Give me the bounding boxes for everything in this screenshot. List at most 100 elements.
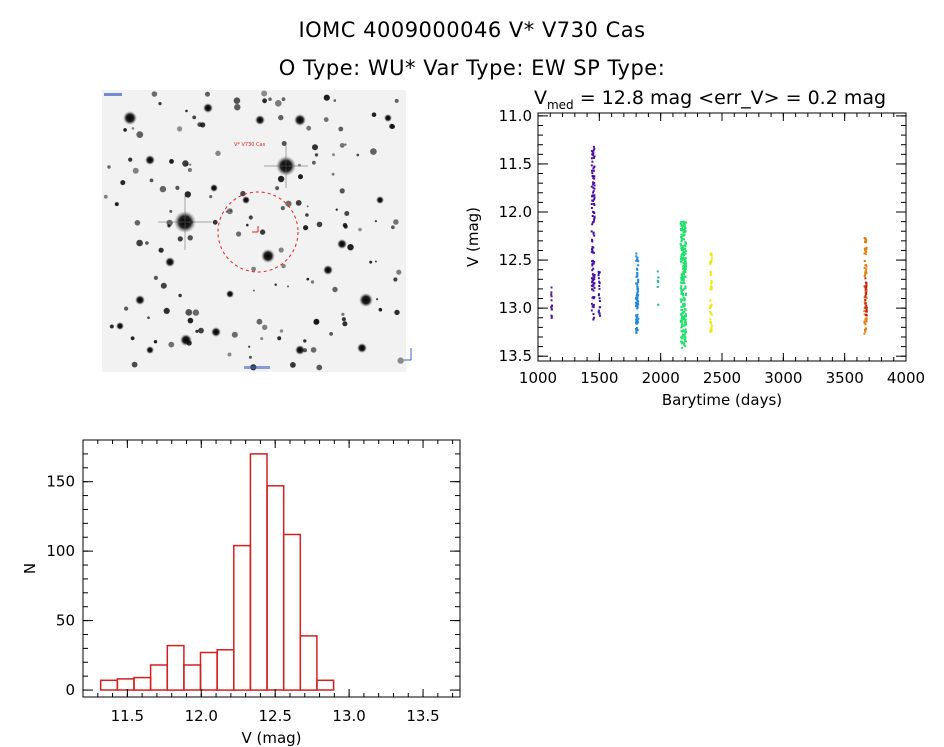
- data-point: [592, 183, 595, 186]
- data-point: [635, 331, 638, 334]
- data-point: [864, 294, 867, 297]
- star: [109, 324, 114, 329]
- data-point: [636, 305, 639, 308]
- star: [169, 209, 173, 213]
- x-tick-label: 4000: [887, 369, 925, 387]
- data-point: [593, 165, 596, 168]
- star: [136, 131, 144, 139]
- data-point: [592, 297, 595, 300]
- histogram-bar: [282, 533, 302, 691]
- star: [281, 97, 286, 102]
- data-point: [683, 244, 686, 247]
- data-point: [593, 177, 596, 180]
- data-point: [864, 288, 867, 291]
- x-tick-label: 3500: [826, 369, 864, 387]
- star: [134, 220, 141, 226]
- data-point: [681, 228, 683, 230]
- data-point: [709, 307, 712, 309]
- star: [261, 249, 275, 263]
- star: [236, 231, 242, 237]
- data-point: [864, 290, 867, 293]
- star: [261, 90, 268, 97]
- light-curve-title: Vmed = 12.8 mag <err_V> = 0.2 mag: [534, 87, 886, 112]
- star: [393, 277, 398, 282]
- histogram-bar: [316, 679, 335, 691]
- star: [274, 283, 277, 286]
- data-point: [865, 328, 868, 331]
- data-point: [685, 323, 687, 326]
- histogram-bar: [133, 676, 152, 691]
- data-point: [593, 296, 596, 299]
- data-point: [657, 303, 660, 306]
- data-point: [636, 303, 638, 306]
- star: [279, 329, 284, 333]
- data-point: [682, 251, 685, 253]
- data-point: [636, 256, 639, 259]
- data-point: [590, 302, 593, 305]
- histogram-bar: [116, 678, 135, 691]
- star: [167, 224, 171, 228]
- data-point: [709, 320, 712, 323]
- star: [306, 205, 309, 208]
- star: [175, 185, 180, 190]
- data-point: [864, 253, 867, 255]
- star: [192, 115, 197, 120]
- star: [331, 172, 335, 176]
- star: [358, 227, 362, 232]
- data-point: [682, 296, 685, 299]
- star: [132, 167, 139, 174]
- data-point: [550, 295, 553, 298]
- star: [114, 202, 119, 207]
- star: [147, 316, 150, 320]
- data-point: [710, 259, 713, 262]
- star: [146, 346, 154, 354]
- data-point: [681, 312, 684, 315]
- data-point: [657, 280, 660, 283]
- data-point: [597, 309, 600, 312]
- histogram-xlabel: V (mag): [241, 729, 301, 747]
- star: [259, 229, 266, 235]
- star: [374, 260, 377, 263]
- star: [369, 260, 373, 264]
- star: [211, 327, 221, 337]
- data-point: [683, 324, 686, 327]
- data-point: [680, 340, 682, 343]
- star: [226, 290, 234, 298]
- star: [295, 200, 302, 206]
- data-point: [680, 326, 683, 329]
- star: [256, 318, 263, 325]
- star: [260, 337, 264, 341]
- data-point: [657, 276, 660, 279]
- data-point: [593, 260, 596, 263]
- data-point: [683, 228, 686, 231]
- star: [338, 126, 344, 132]
- data-point: [682, 288, 685, 291]
- data-point: [636, 290, 639, 293]
- y-tick-label: 11.5: [499, 155, 532, 173]
- star: [195, 329, 199, 333]
- data-point: [865, 264, 867, 267]
- data-point: [637, 317, 640, 320]
- data-point: [590, 185, 593, 188]
- data-point: [683, 343, 686, 346]
- data-point: [684, 308, 686, 311]
- data-point: [684, 321, 686, 324]
- star: [160, 282, 167, 289]
- star: [337, 239, 347, 249]
- x-tick-label: 13.0: [332, 707, 365, 725]
- data-point: [590, 309, 593, 312]
- data-point: [656, 285, 659, 288]
- star: [310, 347, 317, 353]
- data-point: [635, 320, 638, 323]
- data-point: [865, 296, 868, 299]
- data-point: [592, 277, 594, 280]
- data-point: [590, 284, 593, 287]
- data-point: [864, 270, 867, 273]
- data-point: [637, 321, 640, 324]
- data-point: [684, 340, 687, 343]
- data-point: [684, 271, 687, 274]
- data-point: [591, 305, 594, 308]
- data-point: [598, 287, 601, 290]
- star: [312, 144, 318, 151]
- data-point: [591, 169, 593, 172]
